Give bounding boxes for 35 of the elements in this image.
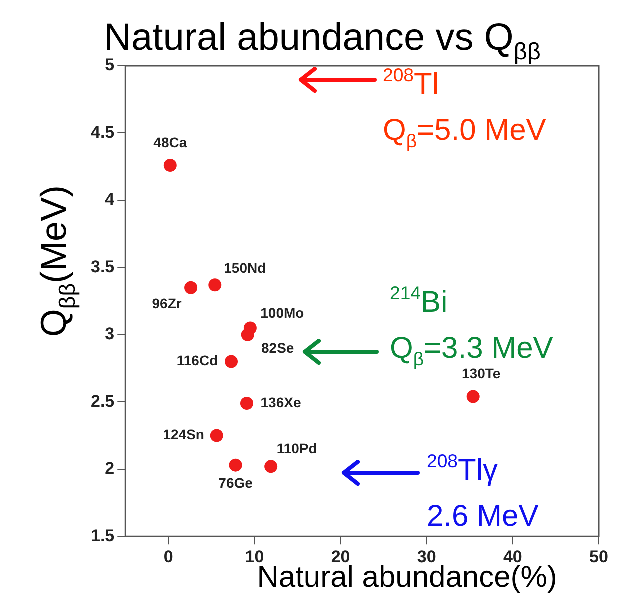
annotation: 150Nd [224,260,266,276]
x-tick-label: 20 [331,547,350,566]
y-tick-label: 2 [105,459,115,478]
point [208,278,222,292]
point [229,458,242,472]
x-tick-label: 0 [164,547,174,566]
y-tick-label: 3 [105,324,115,344]
y-tick-label: 3.5 [90,257,115,276]
point [241,328,254,342]
annotation: 76Ge [218,475,254,492]
x-tick-label: 40 [503,547,522,566]
y-tick-label: 2.5 [90,392,115,411]
annotation: 124Sn [163,426,204,443]
point [164,159,177,172]
point [240,396,254,410]
y-tick-label: 1.5 [90,526,115,546]
y-axis-title: Qββ(MeV) [33,185,80,338]
point [224,355,238,368]
annotation: 100Mo [260,305,304,322]
point [210,429,224,442]
point [184,281,198,294]
annotation: 116Cd [176,352,218,369]
annotation: 136Xe [260,394,302,410]
point [466,390,480,404]
annotation: 110Pd [276,440,318,457]
annotation: 82Se [261,340,294,356]
annotation: 96Zr [152,296,182,312]
y-tick-label: 4.5 [90,122,115,142]
y-tick-label: 4 [105,190,116,210]
x-tick-label: 10 [245,547,264,566]
annotation: 48Ca [154,134,188,150]
annotation: 130Te [462,366,501,382]
x-tick-label: 30 [417,547,436,566]
x-tick-label: 50 [590,547,608,566]
point [264,460,278,474]
